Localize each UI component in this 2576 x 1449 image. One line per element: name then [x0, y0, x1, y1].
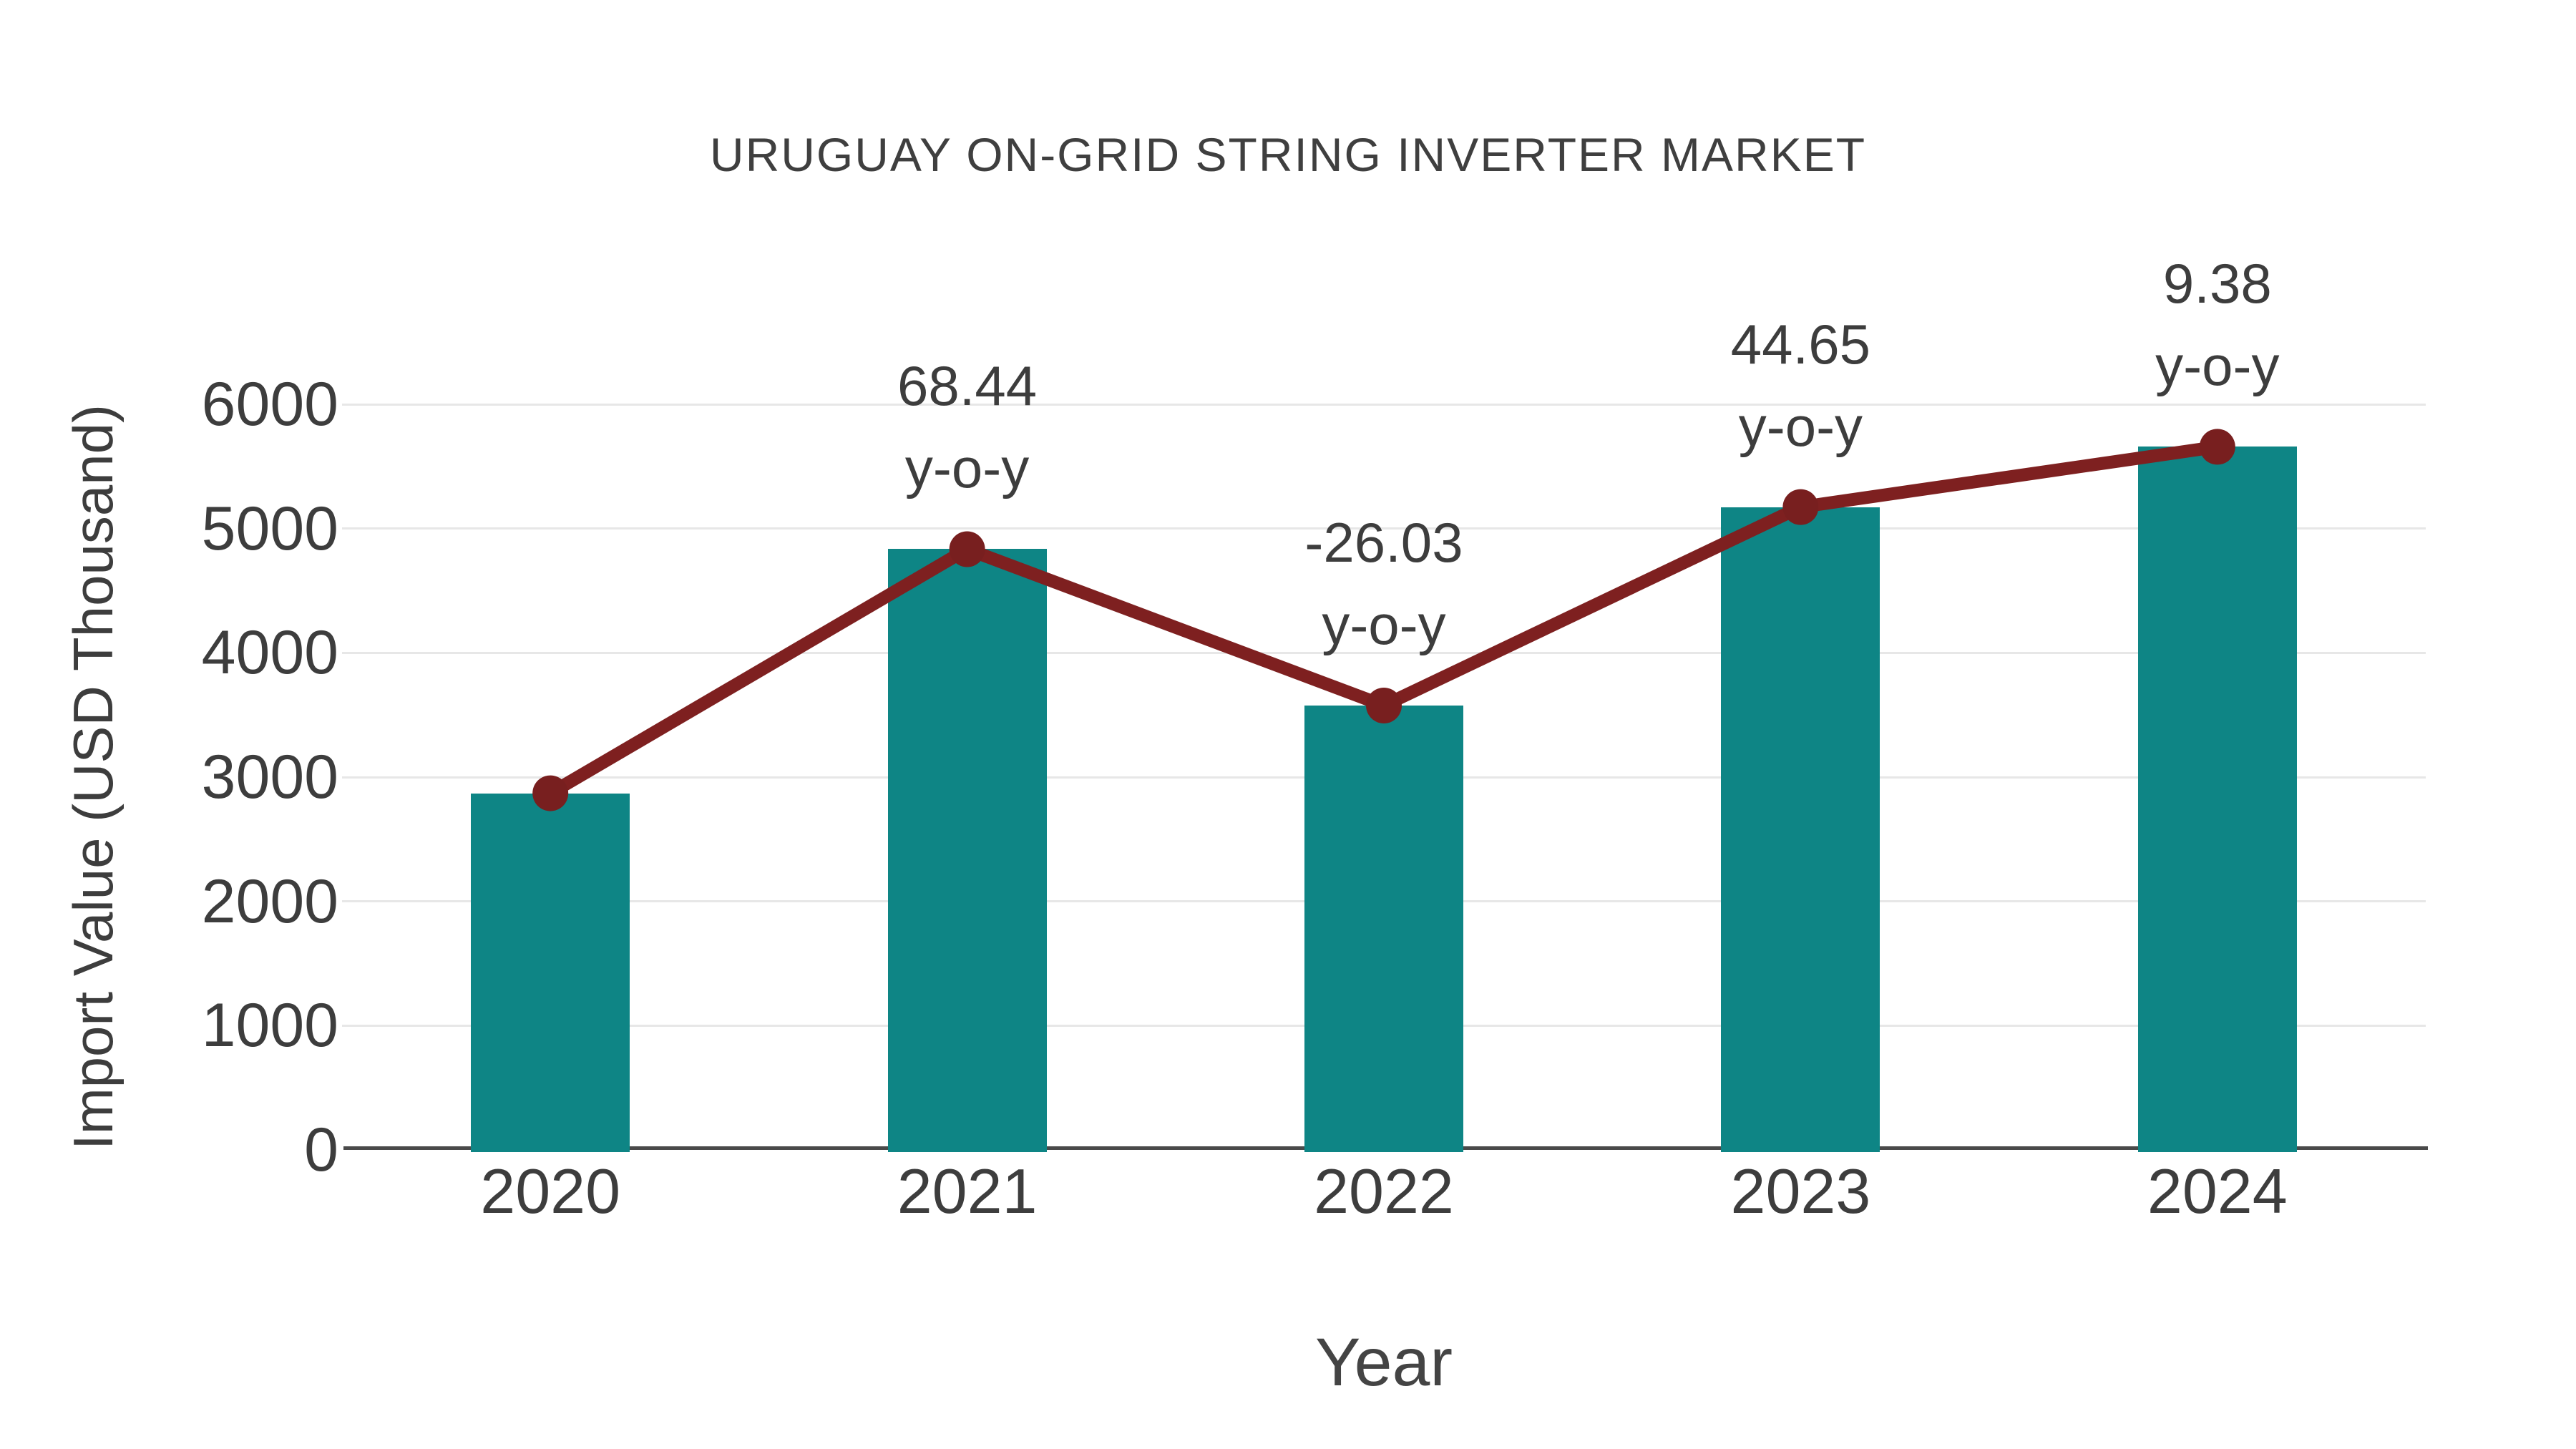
yoy-sublabel: y-o-y	[1322, 592, 1446, 656]
yoy-value-label: 9.38	[2162, 252, 2272, 316]
data-point-marker	[949, 531, 985, 567]
data-point-marker	[2199, 429, 2235, 465]
data-point-marker	[532, 775, 569, 811]
yoy-sublabel: y-o-y	[1738, 394, 1863, 458]
y-tick-label: 0	[304, 1116, 338, 1184]
data-point-marker	[1782, 489, 1819, 525]
bar	[887, 549, 1047, 1152]
chart-title: URUGUAY ON-GRID STRING INVERTER MARKET	[709, 128, 1867, 181]
x-axis-title: Year	[1315, 1324, 1453, 1400]
yoy-sublabel: y-o-y	[2155, 334, 2280, 398]
yoy-value-label: -26.03	[1304, 510, 1463, 574]
x-tick-label: 2022	[1314, 1156, 1454, 1226]
gridline	[342, 403, 2426, 406]
yoy-value-label: 68.44	[897, 354, 1038, 418]
yoy-value-label: 44.65	[1730, 312, 1870, 376]
bar	[1304, 705, 1463, 1152]
gridline	[342, 527, 2426, 530]
y-tick-label: 3000	[201, 743, 338, 811]
bar	[1721, 507, 1880, 1152]
x-tick-label: 2023	[1730, 1156, 1871, 1226]
y-tick-label: 5000	[201, 494, 338, 563]
y-tick-label: 1000	[201, 991, 338, 1060]
x-tick-label: 2020	[480, 1156, 621, 1226]
yoy-sublabel: y-o-y	[904, 436, 1030, 500]
x-tick-label: 2021	[897, 1156, 1038, 1226]
y-tick-label: 2000	[201, 867, 338, 936]
bar	[2137, 447, 2297, 1152]
gridline	[342, 651, 2426, 654]
data-point-marker	[1366, 687, 1402, 723]
y-tick-label: 4000	[201, 618, 338, 688]
bar	[471, 793, 630, 1152]
y-tick-label: 6000	[201, 370, 338, 439]
x-tick-label: 2024	[2147, 1156, 2288, 1226]
